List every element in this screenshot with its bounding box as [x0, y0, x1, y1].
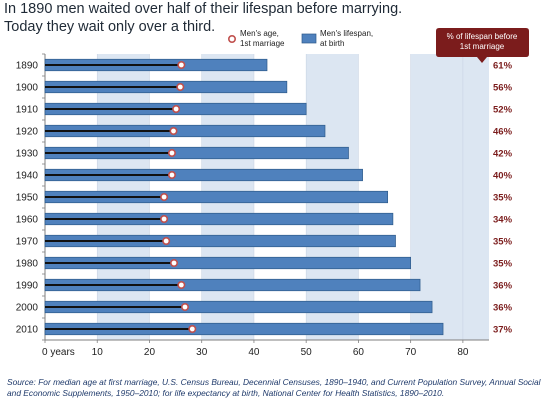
marriage-age-marker: [160, 193, 169, 202]
percent-label: 40%: [493, 171, 513, 182]
percent-header: % of lifespan before 1st marriage: [436, 28, 529, 63]
percent-label: 52%: [493, 105, 513, 116]
marriage-age-marker: [180, 302, 189, 311]
y-tick-label: 1980: [16, 259, 39, 270]
marriage-age-marker: [176, 83, 185, 92]
percent-header-text: % of lifespan before 1st marriage: [447, 32, 518, 51]
legend: Men's age, 1st marriage Men's lifespan, at …: [228, 29, 373, 48]
x-tick-label: 80: [457, 347, 469, 358]
title-line-2: Today they wait only over a third.: [4, 19, 216, 35]
percent-label: 36%: [493, 281, 513, 292]
percent-label: 56%: [493, 83, 513, 94]
legend-label-lifespan: Men's lifespan, at birth: [320, 29, 373, 48]
percent-label: 61%: [493, 61, 513, 72]
legend-swatch-lifespan: [301, 33, 317, 44]
y-tick-label: 2010: [16, 325, 39, 336]
percent-label: 34%: [493, 215, 513, 226]
percent-label: 35%: [493, 193, 513, 204]
x-tick-label: 30: [196, 347, 208, 358]
percent-label: 36%: [493, 303, 513, 314]
y-tick-label: 1990: [16, 281, 39, 292]
x-tick-label: 10: [92, 347, 104, 358]
x-tick-label: 60: [353, 347, 365, 358]
percent-label: 37%: [493, 325, 513, 336]
marriage-age-marker: [167, 171, 176, 180]
percent-header-box: [436, 28, 529, 63]
y-tick-label: 1950: [16, 193, 39, 204]
y-tick-label: 1900: [16, 83, 39, 94]
x-tick-label: 0 years: [42, 347, 75, 358]
x-tick-label: 70: [405, 347, 417, 358]
y-tick-label: 1960: [16, 215, 39, 226]
x-tick-label: 20: [144, 347, 156, 358]
y-tick-label: 1970: [16, 237, 39, 248]
marriage-age-marker: [177, 280, 186, 289]
chart-title: In 1890 men waited over half of their li…: [4, 0, 402, 36]
y-tick-label: 2000: [16, 303, 39, 314]
marriage-age-marker: [169, 127, 178, 136]
legend-label-marriage: Men's age, 1st marriage: [240, 29, 285, 48]
marriage-age-marker: [162, 237, 171, 246]
percent-label: 46%: [493, 127, 513, 138]
percent-label: 35%: [493, 259, 513, 270]
marriage-age-marker: [167, 149, 176, 158]
marriage-age-marker: [172, 105, 181, 114]
marriage-age-marker: [170, 258, 179, 267]
y-tick-label: 1930: [16, 149, 39, 160]
y-tick-label: 1940: [16, 171, 39, 182]
y-tick-label: 1910: [16, 105, 39, 116]
source-note: Source: For median age at first marriage…: [7, 377, 541, 398]
legend-marker-marriage: [228, 34, 237, 43]
x-tick-label: 50: [301, 347, 313, 358]
marriage-age-marker: [188, 324, 197, 333]
percent-label: 35%: [493, 237, 513, 248]
title-line-1: In 1890 men waited over half of their li…: [4, 1, 403, 17]
y-tick-label: 1890: [16, 61, 39, 72]
y-tick-label: 1920: [16, 127, 39, 138]
marriage-age-marker: [160, 215, 169, 224]
percent-label: 42%: [493, 149, 513, 160]
marriage-age-marker: [177, 60, 186, 69]
x-tick-label: 40: [248, 347, 260, 358]
